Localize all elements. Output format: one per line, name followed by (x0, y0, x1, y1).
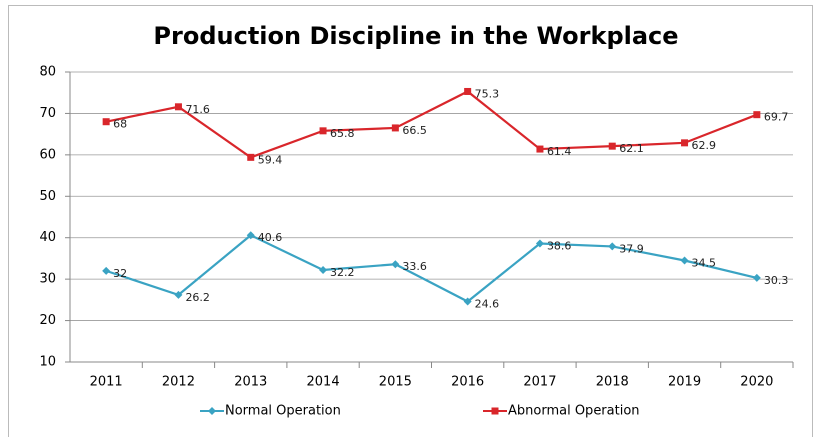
data-point (319, 127, 327, 135)
data-label: 30.3 (764, 274, 789, 287)
data-label: 62.1 (619, 142, 644, 155)
data-label: 26.2 (185, 291, 210, 304)
data-point (319, 266, 328, 275)
y-tick-label: 50 (39, 189, 56, 204)
data-point (102, 266, 111, 275)
data-label: 61.4 (547, 145, 572, 158)
data-point (752, 273, 761, 282)
data-point (246, 231, 255, 240)
legend-marker (491, 407, 499, 415)
data-point (247, 153, 255, 161)
x-tick-label: 2016 (451, 375, 484, 390)
x-tick-label: 2018 (596, 375, 629, 390)
series-line (105, 233, 758, 303)
legend-label: Normal Operation (225, 404, 341, 419)
data-label: 62.9 (692, 139, 717, 152)
data-point (391, 260, 400, 269)
data-point (102, 118, 110, 126)
data-label: 68 (113, 118, 127, 131)
x-tick-label: 2017 (523, 375, 556, 390)
data-label: 37.9 (619, 242, 644, 255)
data-point (464, 87, 472, 95)
data-point (391, 124, 399, 132)
data-point (535, 239, 544, 248)
chart-title: Production Discipline in the Workplace (153, 22, 678, 50)
y-tick-label: 40 (39, 230, 56, 245)
data-label: 33.6 (402, 260, 427, 273)
x-tick-label: 2012 (162, 375, 195, 390)
data-label: 24.6 (475, 298, 500, 311)
data-point (608, 142, 616, 150)
data-point (681, 139, 689, 147)
data-label: 32 (113, 267, 127, 280)
x-tick-label: 2014 (307, 375, 340, 390)
data-label: 38.6 (547, 240, 572, 253)
data-label: 65.8 (330, 127, 355, 140)
data-label: 69.7 (764, 111, 789, 124)
y-tick-label: 70 (39, 106, 56, 121)
y-tick-label: 30 (39, 272, 56, 287)
x-tick-label: 2011 (90, 375, 123, 390)
data-label: 75.3 (475, 87, 500, 100)
y-tick-label: 10 (39, 355, 56, 370)
data-point (608, 242, 617, 251)
chart-frame (8, 5, 813, 437)
data-point (680, 256, 689, 265)
data-label: 71.6 (185, 103, 210, 116)
y-tick-label: 60 (39, 147, 56, 162)
legend-label: Abnormal Operation (508, 404, 640, 419)
data-point (174, 103, 182, 111)
data-label: 66.5 (402, 124, 427, 137)
y-tick-label: 20 (39, 313, 56, 328)
x-tick-label: 2019 (668, 375, 701, 390)
x-tick-label: 2015 (379, 375, 412, 390)
y-tick-label: 80 (39, 65, 56, 80)
x-tick-label: 2020 (740, 375, 773, 390)
x-tick-label: 2013 (234, 375, 267, 390)
data-point (463, 297, 472, 306)
data-label: 34.5 (692, 257, 717, 270)
data-point (174, 290, 183, 299)
series-line (105, 90, 758, 159)
legend-marker (208, 407, 216, 415)
data-label: 32.2 (330, 266, 355, 279)
data-label: 40.6 (258, 231, 283, 244)
data-label: 59.4 (258, 153, 283, 166)
data-point (753, 111, 761, 119)
data-point (536, 145, 544, 153)
